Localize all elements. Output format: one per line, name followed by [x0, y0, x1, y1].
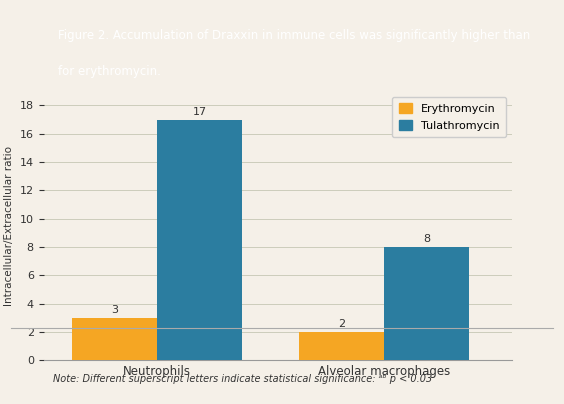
Y-axis label: Intracellular/Extracellular ratio: Intracellular/Extracellular ratio — [4, 146, 14, 306]
Bar — [384, 247, 469, 360]
Text: 2: 2 — [338, 319, 345, 329]
Bar — [299, 332, 384, 360]
Text: 3: 3 — [111, 305, 118, 315]
Text: 8: 8 — [423, 234, 430, 244]
Text: 17: 17 — [192, 107, 206, 117]
Text: Figure 2. Accumulation of Draxxin in immune cells was significantly higher than: Figure 2. Accumulation of Draxxin in imm… — [58, 29, 530, 42]
Bar — [157, 120, 242, 360]
Legend: Erythromycin, Tulathromycin: Erythromycin, Tulathromycin — [392, 97, 506, 137]
Text: Note: Different superscript letters indicate statistical significance: ᵃᵇ p < 0.: Note: Different superscript letters indi… — [53, 374, 432, 384]
Text: for erythromycin.: for erythromycin. — [58, 65, 161, 78]
Bar — [72, 318, 157, 360]
